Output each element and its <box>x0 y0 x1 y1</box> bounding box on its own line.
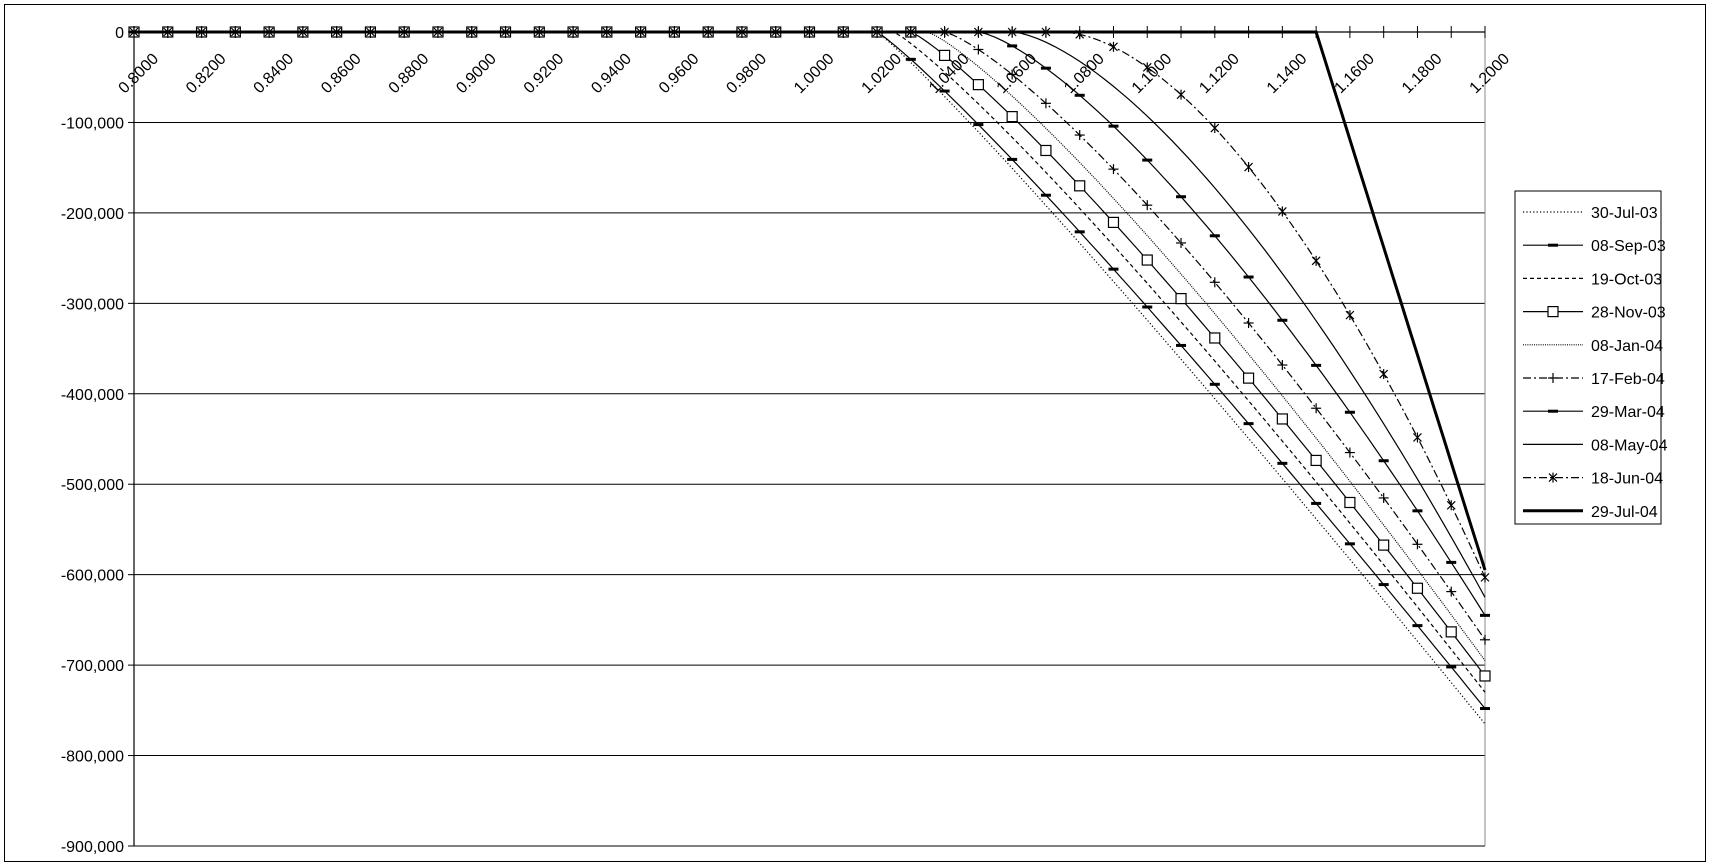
series-line <box>134 31 1486 661</box>
data-point <box>1411 582 1424 594</box>
x-tick-label: 1.1800 <box>1399 50 1446 97</box>
data-point <box>1006 111 1018 123</box>
y-tick-labels: 0 -100,000 -200,000 -300,000 -400,000 -500,00… <box>61 25 124 856</box>
data-point <box>1141 254 1153 266</box>
y-tick-label: -200,000 <box>61 206 124 223</box>
series-line <box>134 30 1487 571</box>
series-17-Feb-04 <box>129 27 1490 645</box>
data-point <box>938 49 951 62</box>
series-line <box>134 31 1486 598</box>
legend-entry: 08-Jan-04 <box>1523 338 1663 355</box>
series-18-Jun-04 <box>129 27 1490 583</box>
series-line <box>134 31 1486 616</box>
x-tick-label: 0.8800 <box>386 50 433 97</box>
data-point <box>1344 496 1356 509</box>
series-08-Sep-03 <box>129 30 1490 711</box>
legend-entry: 30-Jul-03 <box>1523 205 1658 222</box>
data-point <box>1378 539 1390 551</box>
x-tick-labels: 0.8000 0.8200 0.8400 0.8600 0.8800 0.9000 0.92… <box>116 50 1514 97</box>
series-29-Mar-04 <box>129 30 1490 617</box>
data-point <box>1175 292 1187 305</box>
legend-label: 08-Jan-04 <box>1591 338 1663 355</box>
series-08-May-04 <box>134 31 1486 598</box>
x-tick-label: 0.8000 <box>116 50 163 97</box>
data-point <box>1547 306 1559 318</box>
data-point <box>1107 216 1120 229</box>
legend-entry: 19-Oct-03 <box>1523 271 1662 288</box>
y-tick-label: 0 <box>115 25 124 42</box>
x-tick-label: 0.8400 <box>251 50 298 97</box>
series-28-Nov-03 <box>128 26 1491 682</box>
x-tick-label: 1.0000 <box>791 50 838 97</box>
series-line <box>134 31 1486 677</box>
series-lines <box>128 26 1491 725</box>
legend-entry: 29-Mar-04 <box>1523 404 1665 421</box>
legend-label: 18-Jun-04 <box>1591 471 1663 488</box>
legend-box <box>1514 190 1662 525</box>
data-point <box>1479 670 1491 682</box>
y-tick-label: -400,000 <box>61 387 124 404</box>
x-tick-label: 1.0600 <box>994 50 1041 97</box>
x-tick-label: 1.2000 <box>1467 50 1514 97</box>
legend: 30-Jul-03 08-Sep-03 19-Oct-03 28-Nov-03 08-J… <box>1514 190 1668 525</box>
legend-label: 08-Sep-03 <box>1591 238 1666 255</box>
series-08-Jan-04 <box>134 31 1486 661</box>
gridlines <box>134 121 1485 847</box>
data-point <box>1310 454 1322 467</box>
chart-frame <box>4 4 1706 862</box>
x-tick-label: 0.9600 <box>656 50 703 97</box>
y-tick-label: -600,000 <box>61 568 124 585</box>
y-tick-label: -300,000 <box>61 296 124 313</box>
series-29-Jul-04 <box>134 30 1487 571</box>
legend-label: 30-Jul-03 <box>1591 205 1658 222</box>
series-line <box>134 31 1486 725</box>
data-point <box>1242 372 1255 384</box>
series-30-Jul-03 <box>134 31 1486 725</box>
legend-label: 08-May-04 <box>1591 437 1668 454</box>
series-line <box>134 31 1486 709</box>
legend-label: 17-Feb-04 <box>1591 371 1665 388</box>
x-tick-label: 1.0800 <box>1061 50 1108 97</box>
legend-entry: 18-Jun-04 <box>1523 471 1663 488</box>
y-tick-label: -900,000 <box>61 839 124 856</box>
legend-entry: 28-Nov-03 <box>1523 305 1666 322</box>
x-tick-label: 0.9400 <box>588 50 635 97</box>
data-point <box>1209 332 1221 344</box>
x-tick-label: 1.1400 <box>1264 50 1311 97</box>
x-tick-label: 1.0200 <box>859 50 906 97</box>
data-point <box>1040 144 1052 157</box>
legend-label: 19-Oct-03 <box>1591 271 1662 288</box>
data-point <box>1074 180 1086 192</box>
y-tick-label: -100,000 <box>61 115 124 132</box>
series-line <box>134 31 1486 641</box>
data-point <box>1445 626 1457 638</box>
x-tick-label: 1.1000 <box>1129 50 1176 97</box>
y-tick-label: -700,000 <box>61 658 124 675</box>
legend-entry: 17-Feb-04 <box>1523 371 1665 388</box>
axes <box>128 26 1486 847</box>
legend-label: 29-Mar-04 <box>1591 404 1665 421</box>
legend-label: 29-Jul-04 <box>1591 504 1658 521</box>
legend-label: 28-Nov-03 <box>1591 305 1666 322</box>
series-line <box>134 31 1486 578</box>
x-tick-label: 0.9000 <box>453 50 500 97</box>
x-tick-label: 0.8600 <box>318 50 365 97</box>
data-point <box>972 79 984 91</box>
legend-entry: 08-Sep-03 <box>1523 238 1666 255</box>
legend-entry: 29-Jul-04 <box>1523 504 1658 521</box>
x-tick-label: 0.9200 <box>521 50 568 97</box>
legend-entry: 08-May-04 <box>1523 437 1668 454</box>
x-tick-label: 0.9800 <box>723 50 770 97</box>
y-tick-label: -800,000 <box>61 749 124 766</box>
y-tick-label: -500,000 <box>61 477 124 494</box>
x-tick-label: 1.1600 <box>1331 50 1378 97</box>
x-tick-label: 1.1200 <box>1196 50 1243 97</box>
x-tick-label: 0.8200 <box>183 50 230 97</box>
data-point <box>1276 413 1288 425</box>
